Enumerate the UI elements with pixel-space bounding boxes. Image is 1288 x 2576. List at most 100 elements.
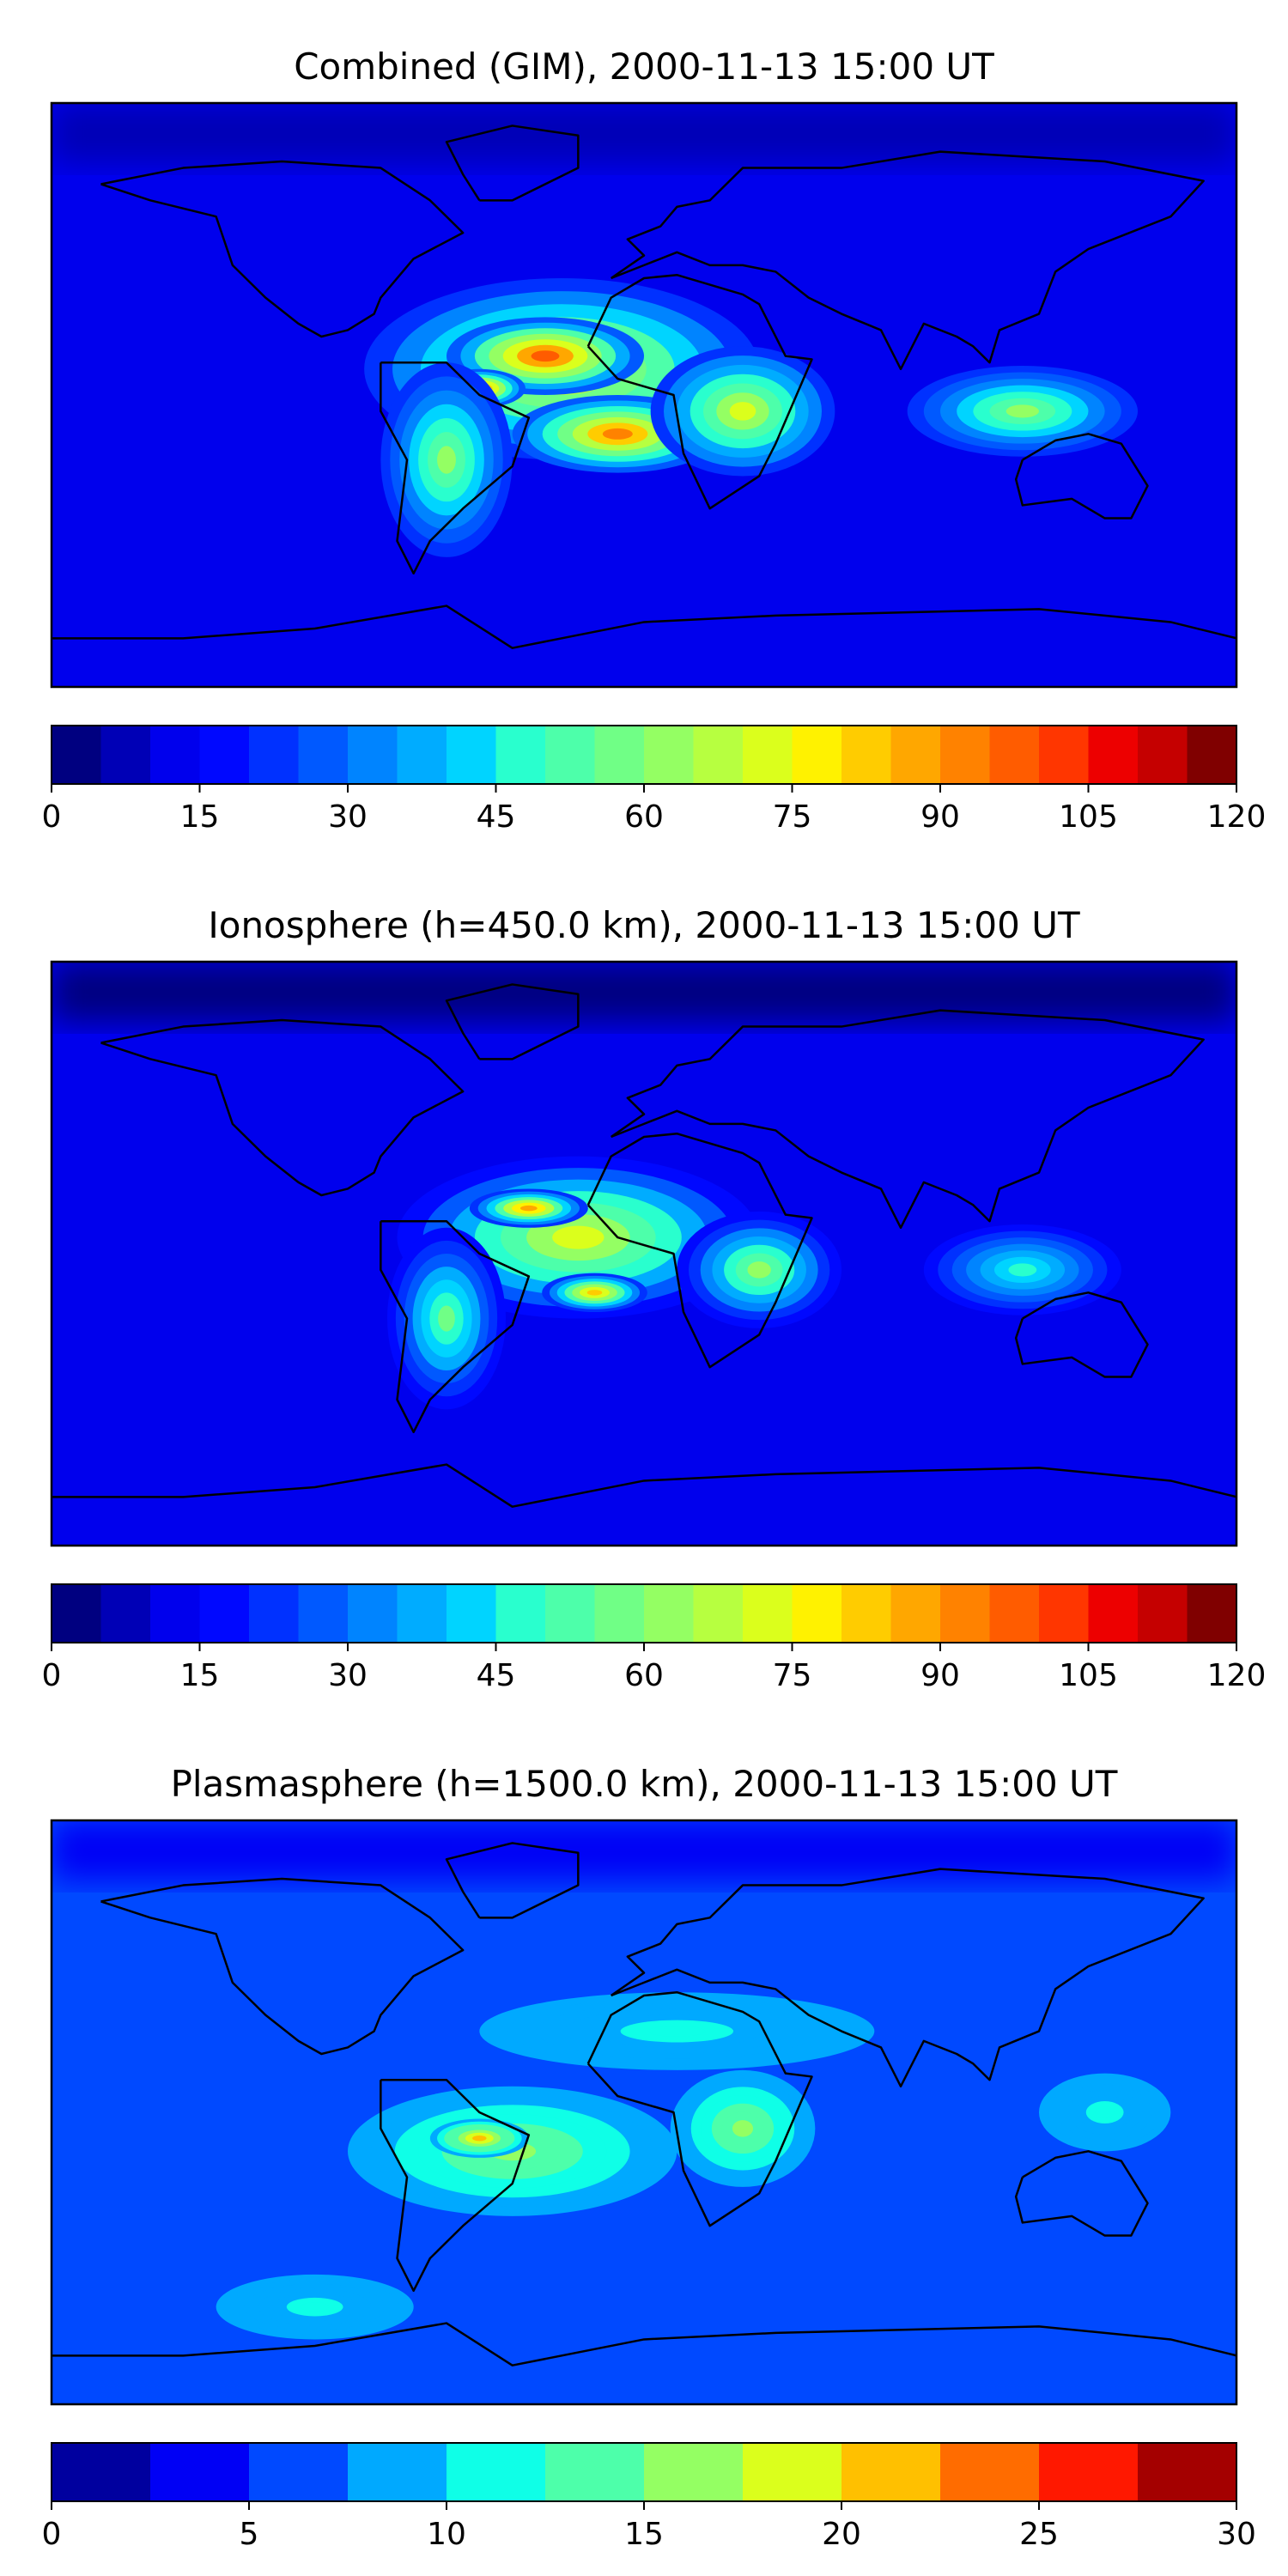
colorbar-swatch [298, 1584, 349, 1643]
colorbar-tick-label: 60 [624, 1658, 664, 1693]
colorbar-tick-label: 90 [920, 799, 960, 835]
colorbar-swatch [545, 2443, 645, 2501]
coastline [610, 1868, 1205, 2088]
colorbar-swatch [52, 2443, 151, 2501]
coastline [380, 1219, 531, 1434]
colorbar-tick-label: 15 [180, 1658, 220, 1693]
panel-combined: Combined (GIM), 2000-11-13 15:00 UT 0 15 3… [42, 46, 1267, 835]
contour-level [437, 446, 456, 474]
coastline [380, 361, 531, 575]
colorbar-swatch [594, 726, 645, 784]
colorbar-swatch [1138, 1584, 1188, 1643]
coastline [1014, 1291, 1149, 1378]
colorbar-tick-label: 30 [1217, 2517, 1256, 2552]
colorbar-swatch [594, 1584, 645, 1643]
colorbar-swatch [743, 2443, 842, 2501]
colorbar-swatch [1039, 2443, 1139, 2501]
coastline [100, 160, 465, 338]
panel-ionosphere: Ionosphere (h=450.0 km), 2000-11-13 15:0… [42, 904, 1267, 1693]
coastline [100, 1018, 465, 1197]
colorbar-swatch [743, 726, 793, 784]
colorbar-swatch [1187, 726, 1237, 784]
map-title-plasmasphere: Plasmasphere (h=1500.0 km), 2000-11-13 1… [171, 1763, 1118, 1805]
polar-band [52, 962, 1236, 1022]
colorbar-tick-label: 45 [477, 1658, 516, 1693]
colorbar-tick-label: 105 [1059, 799, 1118, 835]
colorbar-swatch [100, 1584, 151, 1643]
colorbar-swatch [545, 1584, 595, 1643]
colorbar-tick-label: 10 [427, 2517, 466, 2552]
coastline [52, 605, 1236, 649]
contour-level [438, 1305, 455, 1332]
colorbar-tick-label: 0 [42, 799, 62, 835]
contour-level [586, 1290, 603, 1296]
coastline [1014, 433, 1149, 519]
colorbar-plasmasphere: 0 5 10 15 20 25 30 [42, 2442, 1256, 2552]
map-frame-plasmasphere [50, 1819, 1238, 2406]
colorbar-swatch [989, 1584, 1040, 1643]
colorbar-tick-label: 30 [328, 799, 368, 835]
coastline [52, 2322, 1236, 2366]
heatmap-ionosphere [52, 962, 1236, 1546]
contour-level [732, 2120, 754, 2137]
map-frame-combined [50, 101, 1238, 689]
colorbar-swatch [841, 726, 891, 784]
contour-level [729, 402, 756, 421]
colorbar-tick-label: 15 [624, 2517, 664, 2552]
contour-level [602, 428, 633, 440]
coastline [445, 125, 580, 202]
colorbar-tick-label: 30 [328, 1658, 368, 1693]
colorbar-swatch [792, 1584, 842, 1643]
colorbar-swatch [644, 726, 694, 784]
colorbar-tick-label: 5 [240, 2517, 259, 2552]
coastline [586, 1990, 813, 2227]
contour-level [1008, 1263, 1037, 1277]
colorbar-swatch [199, 726, 250, 784]
colorbar-swatch [397, 726, 447, 784]
colorbar-swatch [890, 726, 941, 784]
colorbar-swatch [940, 1584, 990, 1643]
colorbar-ionosphere: 0 15 30 45 60 75 90 105 120 [42, 1583, 1266, 1693]
colorbar-swatch [1088, 1584, 1139, 1643]
colorbar-swatch [644, 2443, 744, 2501]
coastline [586, 1132, 813, 1369]
colorbar-swatch [545, 726, 595, 784]
coastline [380, 2078, 531, 2293]
heatmap-combined [52, 103, 1236, 687]
colorbar-tick-label: 60 [624, 799, 664, 835]
colorbar-swatch [249, 2443, 349, 2501]
contour-level [1005, 404, 1040, 418]
coastline [1014, 2150, 1149, 2237]
colorbar-swatch [150, 1584, 200, 1643]
colorbar-swatch [792, 726, 842, 784]
contour-level [519, 1205, 538, 1212]
polar-band [52, 103, 1236, 163]
colorbar-tick-label: 120 [1207, 799, 1267, 835]
panel-plasmasphere: Plasmasphere (h=1500.0 km), 2000-11-13 1… [42, 1763, 1256, 2552]
colorbar-swatch [447, 2443, 546, 2501]
colorbar-swatch [693, 1584, 744, 1643]
colorbar-tick-label: 15 [180, 799, 220, 835]
coastline [445, 983, 580, 1060]
colorbar-swatch [199, 1584, 250, 1643]
colorbar-tick-label: 45 [477, 799, 516, 835]
colorbar-swatch [693, 726, 744, 784]
polar-band [52, 1820, 1236, 1880]
colorbar-swatch [52, 726, 101, 784]
colorbar-swatch [298, 726, 349, 784]
colorbar-swatch [1187, 1584, 1237, 1643]
contour-level [552, 1225, 605, 1249]
colorbar-swatch [348, 726, 398, 784]
colorbar-swatch [52, 1584, 101, 1643]
colorbar-swatch [447, 1584, 496, 1643]
contour-level [747, 1261, 771, 1279]
contour-level [472, 2135, 487, 2142]
colorbar-swatch [249, 1584, 299, 1643]
colorbar-swatch [940, 2443, 1040, 2501]
colorbar-tick-label: 0 [42, 1658, 62, 1693]
colorbar-tick-label: 75 [773, 1658, 812, 1693]
coastline [100, 1877, 465, 2056]
colorbar-swatch [495, 1584, 546, 1643]
colorbar-tick-label: 105 [1059, 1658, 1118, 1693]
colorbar-swatch [150, 2443, 250, 2501]
